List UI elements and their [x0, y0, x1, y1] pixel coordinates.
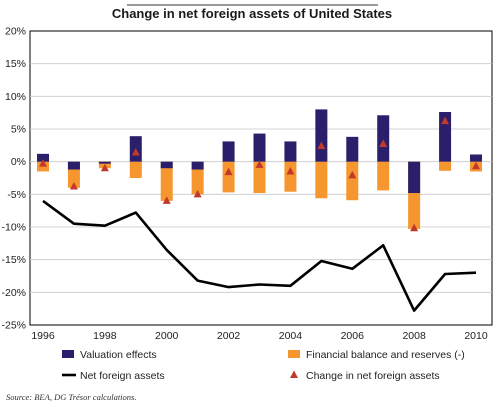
change-marker: [224, 167, 233, 176]
valuation-effects-bar: [284, 141, 297, 162]
change-marker: [255, 160, 264, 168]
valuation-effects-bar: [98, 161, 111, 164]
y-tick-label: 15%: [5, 58, 26, 70]
financial-balance-bar: [191, 161, 204, 195]
y-tick-label: -25%: [1, 320, 26, 332]
legend: Valuation effects Financial balance and r…: [62, 349, 465, 382]
x-tick-label: 2002: [217, 330, 241, 342]
financial-balance-bar: [315, 161, 328, 199]
change-marker: [286, 166, 295, 175]
net-foreign-assets-line: [42, 199, 477, 312]
y-tick-label: -20%: [1, 287, 26, 299]
legend-label: Change in net foreign assets: [306, 370, 440, 382]
valuation-effects-bar: [222, 141, 235, 162]
valuation-effects-bar: [346, 136, 359, 162]
change-marker: [379, 139, 388, 148]
legend-label: Valuation effects: [80, 349, 157, 361]
y-tick-label: 10%: [5, 91, 26, 103]
legend-label: Net foreign assets: [80, 370, 165, 382]
financial-balance-bar: [439, 161, 452, 171]
financial-balance-bar: [377, 161, 390, 191]
change-marker: [348, 170, 357, 179]
change-marker: [317, 141, 326, 149]
valuation-effects-bar: [377, 115, 390, 162]
financial-balance-bar: [253, 161, 266, 194]
y-tick-label: 5%: [11, 124, 26, 136]
plot-frame: [29, 30, 493, 326]
valuation-effects-bar: [408, 161, 421, 194]
financial-balance-bar: [284, 161, 297, 192]
change-marker: [39, 159, 47, 167]
x-tick-label: 1998: [93, 330, 117, 342]
x-tick-label: 2008: [402, 330, 426, 342]
y-tick-label: -5%: [7, 189, 26, 201]
legend-label: Financial balance and reserves (-): [306, 349, 465, 361]
legend-swatch-valuation: [62, 350, 74, 358]
valuation-effects-bar: [439, 112, 452, 162]
valuation-effects-bar: [160, 161, 173, 169]
change-marker: [131, 148, 140, 156]
line-layer: [42, 199, 477, 312]
legend-swatch-financial: [288, 350, 300, 358]
x-tick-label: 1996: [31, 330, 55, 342]
valuation-effects-bar: [67, 161, 80, 170]
legend-swatch-change: [290, 370, 298, 378]
financial-balance-bar: [129, 161, 142, 178]
change-marker: [410, 223, 419, 232]
financial-balance-bar: [346, 161, 359, 201]
financial-balance-bar: [222, 161, 235, 193]
axis-labels: -25% -20% -15% -10% -5% 0% 5% 10% 15% 20% 1996 1998…: [1, 26, 487, 343]
x-tick-label: 2000: [155, 330, 179, 342]
change-marker: [162, 196, 171, 204]
change-marker: [100, 163, 109, 172]
y-tick-label: 0%: [11, 156, 26, 168]
valuation-effects-bar: [470, 154, 482, 162]
change-marker: [441, 116, 450, 125]
x-tick-label: 2004: [279, 330, 303, 342]
valuation-effects-bar: [191, 161, 204, 170]
valuation-effects-bar: [37, 153, 49, 162]
change-marker: [472, 161, 480, 170]
y-tick-label: 20%: [5, 26, 26, 38]
x-tick-label: 2006: [341, 330, 365, 342]
marker-layer: [39, 116, 480, 232]
y-tick-label: -15%: [1, 254, 26, 266]
change-marker: [193, 189, 202, 198]
y-tick-label: -10%: [1, 222, 26, 234]
source-note: Source: BEA, DG Trésor calculations.: [6, 392, 136, 402]
x-tick-label: 2010: [464, 330, 488, 342]
valuation-effects-bar: [315, 109, 328, 162]
financial-balance-bar: [160, 161, 173, 201]
change-marker: [69, 181, 78, 190]
chart-title: Change in net foreign assets of United S…: [112, 6, 392, 21]
valuation-effects-bar: [253, 133, 266, 162]
